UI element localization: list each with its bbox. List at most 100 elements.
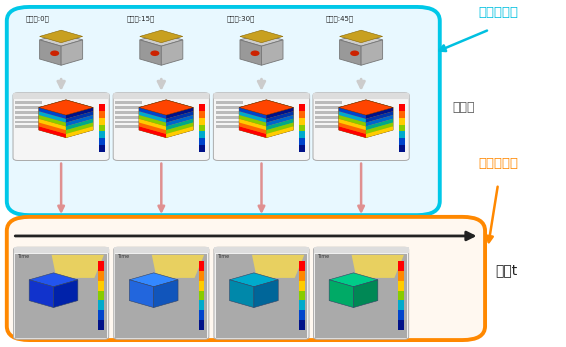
Polygon shape [38,108,66,119]
Polygon shape [139,115,166,126]
FancyBboxPatch shape [7,7,440,215]
FancyBboxPatch shape [99,132,105,138]
Polygon shape [266,108,294,119]
FancyBboxPatch shape [398,271,404,281]
Polygon shape [361,40,383,65]
FancyBboxPatch shape [299,132,305,138]
Polygon shape [40,40,61,65]
Text: Time: Time [117,254,129,259]
FancyBboxPatch shape [113,93,209,99]
Polygon shape [130,273,178,287]
Circle shape [350,51,359,56]
Polygon shape [338,122,366,134]
FancyBboxPatch shape [199,291,204,301]
FancyBboxPatch shape [398,281,404,291]
FancyBboxPatch shape [98,320,104,330]
Polygon shape [239,108,266,138]
FancyBboxPatch shape [399,118,405,125]
FancyBboxPatch shape [199,301,204,310]
Polygon shape [139,126,166,138]
FancyBboxPatch shape [199,118,205,125]
FancyBboxPatch shape [299,118,305,125]
Polygon shape [38,108,66,138]
Polygon shape [40,30,83,43]
Polygon shape [266,119,294,130]
FancyBboxPatch shape [98,261,104,271]
FancyBboxPatch shape [216,126,243,128]
FancyBboxPatch shape [399,138,405,145]
Polygon shape [366,115,393,126]
Polygon shape [139,100,193,115]
FancyBboxPatch shape [398,261,404,271]
FancyBboxPatch shape [115,101,143,104]
Polygon shape [366,108,393,138]
FancyBboxPatch shape [7,217,485,340]
Polygon shape [338,119,366,130]
Polygon shape [166,111,193,122]
Polygon shape [66,108,93,138]
Polygon shape [29,280,54,307]
Polygon shape [239,108,266,119]
FancyBboxPatch shape [299,104,305,111]
FancyBboxPatch shape [99,111,105,118]
Polygon shape [239,111,266,122]
Polygon shape [338,108,366,138]
Polygon shape [54,280,78,307]
Polygon shape [152,255,204,278]
Polygon shape [66,122,93,134]
Polygon shape [161,40,183,65]
FancyBboxPatch shape [399,125,405,132]
FancyBboxPatch shape [98,271,104,281]
FancyBboxPatch shape [99,138,105,145]
Polygon shape [154,280,178,307]
Polygon shape [139,108,166,119]
Polygon shape [338,111,366,122]
Polygon shape [38,122,66,134]
FancyBboxPatch shape [98,291,104,301]
FancyBboxPatch shape [214,247,309,253]
FancyBboxPatch shape [299,145,305,152]
Polygon shape [139,111,166,122]
Polygon shape [140,30,183,43]
Polygon shape [140,40,161,65]
Polygon shape [239,100,294,115]
Polygon shape [29,273,78,287]
FancyBboxPatch shape [216,106,243,109]
FancyBboxPatch shape [299,271,305,281]
FancyBboxPatch shape [313,93,409,160]
FancyBboxPatch shape [315,254,407,338]
Polygon shape [66,108,93,119]
FancyBboxPatch shape [299,261,305,271]
FancyBboxPatch shape [299,111,305,118]
Polygon shape [166,119,193,130]
Polygon shape [139,108,166,138]
FancyBboxPatch shape [115,111,143,114]
Circle shape [251,51,260,56]
FancyBboxPatch shape [99,145,105,152]
Polygon shape [130,280,154,307]
FancyBboxPatch shape [299,310,305,320]
FancyBboxPatch shape [199,261,204,271]
FancyBboxPatch shape [213,93,310,160]
Text: 回転角:15度: 回転角:15度 [126,16,155,23]
FancyBboxPatch shape [199,132,205,138]
FancyBboxPatch shape [216,111,243,114]
FancyBboxPatch shape [115,121,143,124]
FancyBboxPatch shape [15,106,42,109]
Polygon shape [239,126,266,138]
Polygon shape [166,126,193,138]
Polygon shape [166,108,193,138]
Polygon shape [38,119,66,130]
Text: 時刻t: 時刻t [495,263,517,277]
FancyBboxPatch shape [199,271,204,281]
FancyBboxPatch shape [99,104,105,111]
Polygon shape [338,126,366,138]
Polygon shape [261,40,283,65]
Polygon shape [338,115,366,126]
Polygon shape [366,108,393,119]
FancyBboxPatch shape [398,291,404,301]
Polygon shape [266,111,294,122]
Polygon shape [52,255,104,278]
Polygon shape [366,126,393,138]
FancyBboxPatch shape [315,116,342,119]
